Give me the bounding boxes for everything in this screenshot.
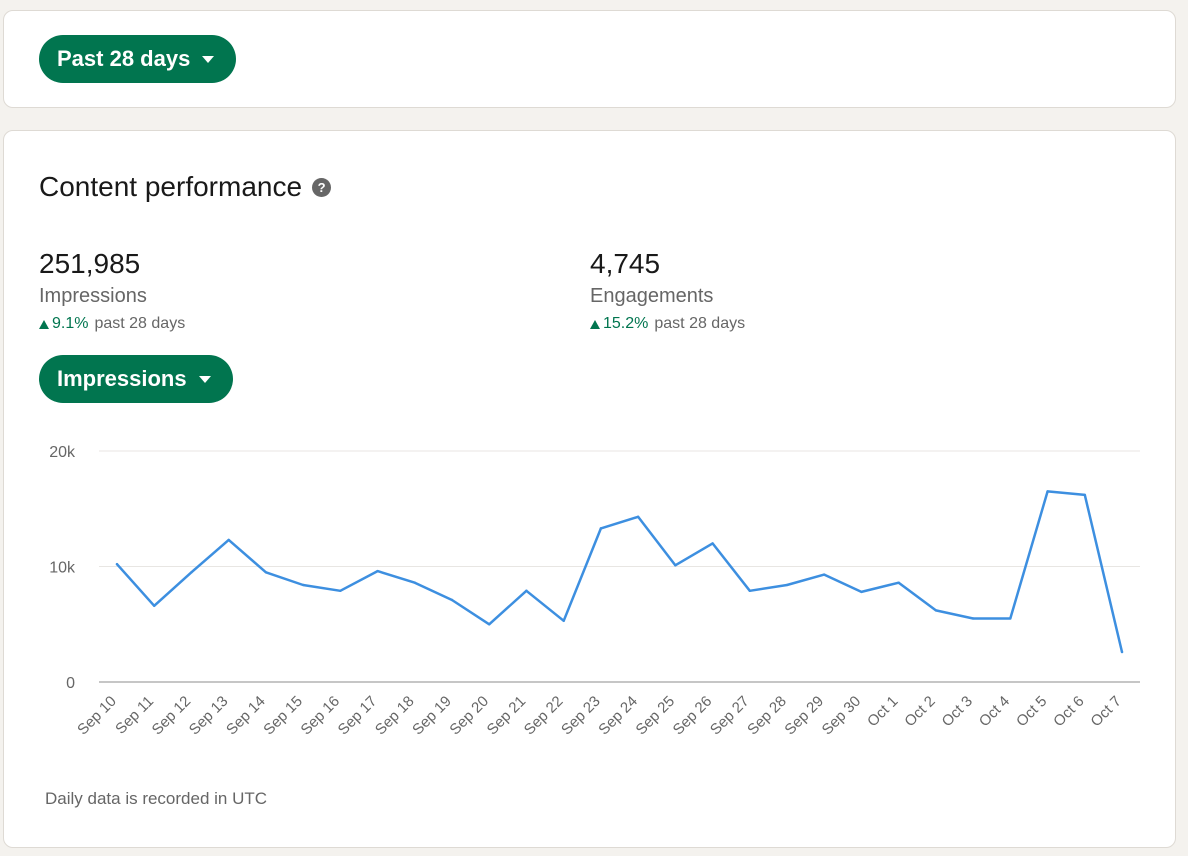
metric-dropdown-label: Impressions — [57, 366, 187, 391]
impressions-change-percent: 9.1% — [52, 315, 89, 332]
x-tick-label: Sep 12 — [149, 693, 195, 739]
x-tick-label: Oct 5 — [1013, 693, 1050, 730]
x-tick-label: Oct 2 — [901, 693, 938, 730]
engagements-change-percent: 15.2% — [603, 315, 649, 332]
engagements-change: 15.2% past 28 days — [590, 313, 745, 335]
x-tick-label: Sep 24 — [595, 693, 641, 739]
date-range-label: Past 28 days — [57, 46, 191, 71]
x-tick-label: Sep 28 — [744, 693, 790, 739]
data-point — [413, 581, 416, 584]
data-point — [153, 604, 156, 607]
footnote: Daily data is recorded in UTC — [45, 789, 268, 808]
engagements-stat: 4,745 Engagements 15.2% past 28 days — [590, 247, 745, 335]
data-point — [860, 590, 863, 594]
data-point — [1083, 493, 1086, 497]
data-point — [525, 589, 528, 592]
x-tick-label: Sep 17 — [335, 693, 381, 739]
data-point — [934, 609, 938, 612]
impressions-stat: 251,985 Impressions 9.1% past 28 days — [39, 247, 185, 335]
x-tick-label: Sep 20 — [446, 693, 492, 739]
content-performance-card: Content performance ? 251,985 Impression… — [3, 130, 1176, 848]
data-point — [1046, 490, 1049, 493]
data-point — [190, 571, 193, 574]
x-tick-label: Sep 23 — [558, 693, 604, 739]
data-point — [748, 589, 751, 592]
engagements-label: Engagements — [590, 285, 714, 307]
data-point — [711, 542, 714, 545]
x-tick-label: Oct 6 — [1050, 693, 1087, 730]
date-range-dropdown[interactable]: Past 28 days — [39, 35, 237, 83]
data-point — [971, 617, 975, 620]
x-tick-label: Sep 16 — [298, 693, 344, 739]
data-point — [450, 598, 454, 602]
data-point — [488, 623, 491, 626]
x-tick-label: Sep 26 — [670, 693, 716, 739]
data-point — [1120, 650, 1124, 654]
x-tick-label: Sep 29 — [781, 693, 827, 739]
caret-down-icon — [198, 375, 211, 383]
impressions-change-period: past 28 days — [94, 315, 186, 332]
x-tick-label: Sep 25 — [633, 693, 679, 739]
x-tick-label: Oct 1 — [864, 693, 901, 730]
impressions-change: 9.1% past 28 days — [39, 313, 185, 335]
caret-down-icon — [202, 55, 215, 63]
x-tick-label: Oct 4 — [976, 693, 1013, 730]
data-point — [115, 562, 119, 566]
data-point — [599, 527, 603, 530]
x-tick-label: Oct 3 — [939, 693, 976, 730]
question-circle-icon[interactable]: ? — [312, 177, 332, 197]
x-tick-label: Sep 13 — [186, 693, 232, 739]
data-point — [897, 581, 900, 584]
x-tick-label: Sep 18 — [372, 693, 418, 739]
x-tick-label: Sep 14 — [223, 693, 269, 739]
y-tick-label: 10k — [49, 560, 76, 577]
data-point — [301, 583, 305, 587]
x-tick-label: Sep 19 — [409, 693, 455, 739]
trend-up-icon — [39, 319, 49, 329]
trend-up-icon — [590, 319, 600, 329]
data-point — [636, 515, 640, 519]
data-point — [339, 589, 342, 592]
date-range-card: Past 28 days — [3, 10, 1176, 108]
x-tick-label: Sep 15 — [260, 693, 306, 739]
y-tick-label: 20k — [49, 444, 76, 461]
data-point — [823, 573, 826, 576]
data-point — [785, 583, 789, 587]
y-tick-label: 0 — [66, 675, 75, 692]
data-point — [674, 564, 677, 567]
engagements-value: 4,745 — [590, 248, 661, 279]
impressions-value: 251,985 — [39, 248, 141, 279]
x-tick-label: Oct 7 — [1087, 693, 1124, 730]
data-point — [1009, 617, 1012, 620]
data-point — [376, 569, 379, 573]
x-tick-label: Sep 11 — [112, 693, 157, 738]
x-tick-label: Sep 10 — [74, 693, 120, 739]
x-tick-label: Sep 27 — [707, 693, 753, 739]
data-point — [227, 538, 230, 542]
impressions-series-line — [115, 490, 1124, 654]
x-tick-label: Sep 30 — [819, 693, 865, 739]
engagements-change-period: past 28 days — [654, 315, 746, 332]
x-tick-label: Sep 21 — [484, 693, 530, 739]
x-tick-label: Sep 22 — [521, 693, 567, 739]
impressions-label: Impressions — [39, 285, 147, 307]
section-title-text: Content performance — [39, 171, 303, 202]
metric-dropdown[interactable]: Impressions — [39, 355, 233, 403]
data-point — [562, 619, 565, 622]
data-point — [264, 571, 268, 574]
section-title: Content performance ? — [39, 171, 332, 203]
